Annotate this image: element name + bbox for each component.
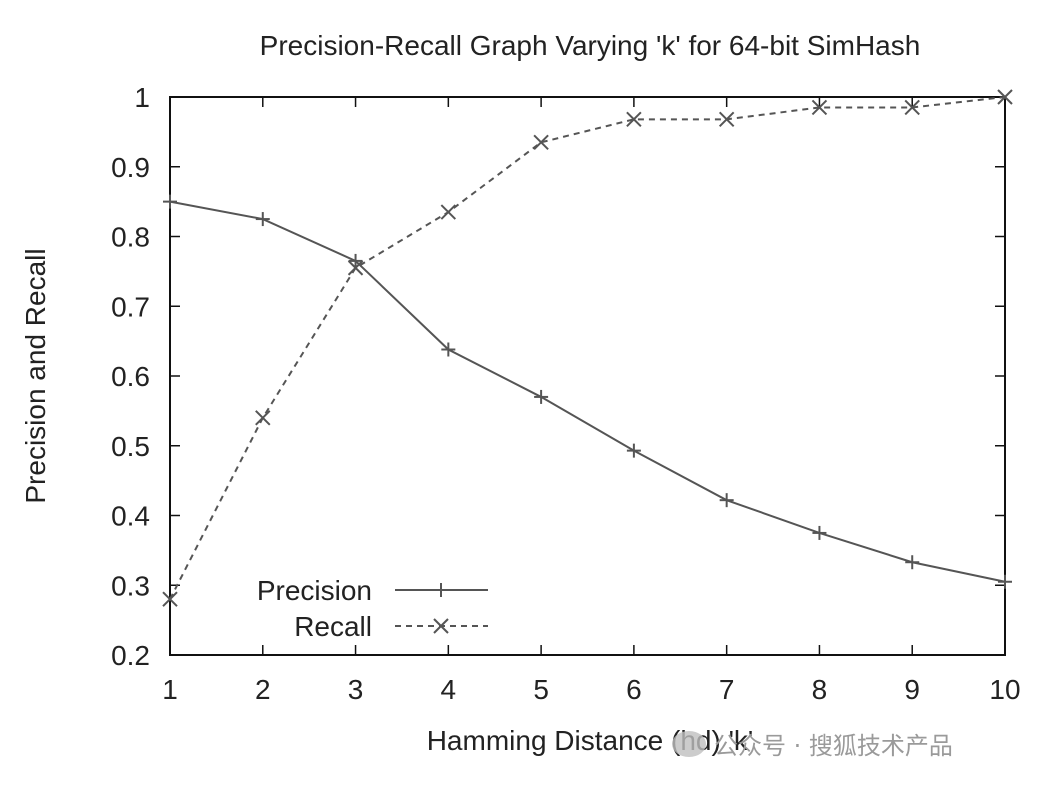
recall-point-d2 <box>626 111 642 128</box>
y-tick-label: 0.5 <box>111 431 150 462</box>
legend-label-precision: Precision <box>257 575 372 606</box>
x-tick-label: 1 <box>162 674 178 705</box>
y-tick-label: 0.4 <box>111 501 150 532</box>
y-tick-label: 1 <box>134 82 150 113</box>
watermark: 公众号 · 搜狐技术产品 <box>672 726 953 761</box>
recall-point-d2 <box>811 99 828 116</box>
x-tick-label: 6 <box>626 674 642 705</box>
recall-point-d2 <box>347 260 364 276</box>
legend-marker-recall-d2 <box>433 618 449 634</box>
axis-ticks: 1 2 3 4 5 6 7 8 9 10 0.2 0.3 0.4 0.5 0.6 0.7 0.8 0.9 1 <box>111 82 1021 705</box>
x-tick-label: 9 <box>904 674 920 705</box>
y-tick-label: 0.3 <box>111 570 150 601</box>
x-tick-label: 10 <box>989 674 1020 705</box>
x-tick-label: 5 <box>533 674 549 705</box>
recall-point-d2 <box>904 99 920 116</box>
recall-line <box>169 96 1006 600</box>
x-tick-label: 2 <box>255 674 271 705</box>
x-tick-label: 3 <box>348 674 364 705</box>
legend: Precision Recall <box>257 575 488 642</box>
y-tick-label: 0.9 <box>111 152 150 183</box>
y-tick-label: 0.2 <box>111 640 150 671</box>
recall-point-d2 <box>162 591 178 607</box>
precision-line <box>169 200 1006 583</box>
y-tick-label: 0.6 <box>111 361 150 392</box>
watermark-text: 公众号 · 搜狐技术产品 <box>714 732 953 760</box>
x-tick-label: 8 <box>812 674 828 705</box>
recall-point-d2 <box>440 204 457 220</box>
plot-frame <box>169 96 1006 656</box>
y-tick-label: 0.7 <box>111 291 150 322</box>
recall-point-d2 <box>255 410 271 426</box>
x-tick-label: 4 <box>441 674 457 705</box>
recall-point-d2 <box>718 111 735 128</box>
y-axis-label: Precision and Recall <box>20 248 51 503</box>
chart-title: Precision-Recall Graph Varying 'k' for 6… <box>260 30 921 61</box>
series-group <box>162 89 1013 607</box>
x-tick-label: 7 <box>719 674 735 705</box>
recall-point-d2 <box>533 134 549 151</box>
y-tick-label: 0.8 <box>111 222 150 253</box>
recall-point-d2 <box>997 89 1013 105</box>
legend-label-recall: Recall <box>294 611 372 642</box>
wechat-logo-icon <box>672 730 706 757</box>
